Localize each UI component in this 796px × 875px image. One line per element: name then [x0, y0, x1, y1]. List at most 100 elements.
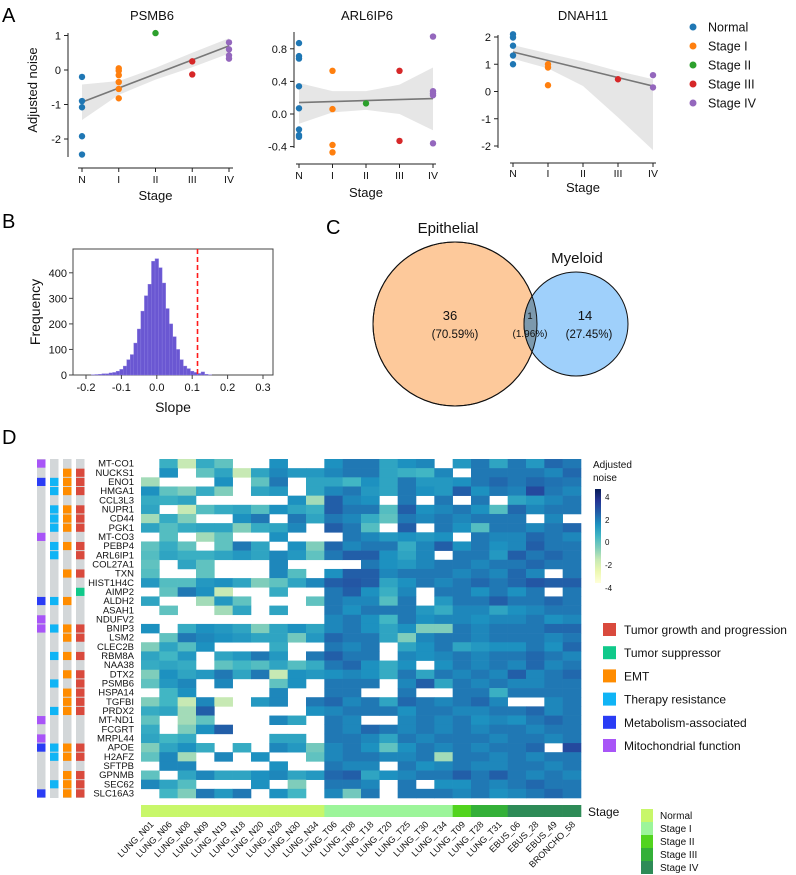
gene-label: PSMB6 [102, 679, 134, 690]
data-point-stage-I [544, 64, 552, 71]
annotation-mito [37, 532, 46, 541]
heatmap-cell [361, 733, 380, 744]
heatmap-cell [214, 523, 233, 533]
heatmap-cell [232, 633, 252, 643]
heatmap-cell [562, 715, 582, 726]
heatmap-cell [196, 788, 215, 799]
heatmap-cell [342, 568, 362, 579]
y-tick-label: -2 [51, 134, 61, 146]
heatmap-cell [526, 523, 545, 533]
heatmap-cell [159, 761, 178, 771]
heatmap-cell [324, 724, 343, 735]
annotation-emt [63, 514, 72, 523]
stage-legend-swatch [641, 848, 653, 861]
gene-label: PRDX2 [102, 706, 134, 717]
annotation-metab [37, 743, 46, 752]
annotation-emt [63, 789, 72, 798]
heatmap-cell [159, 587, 178, 597]
data-point-stage-N [509, 52, 517, 59]
heatmap-cell [416, 697, 435, 707]
heatmap-cell [214, 486, 233, 496]
heatmap-cell [397, 550, 417, 561]
heatmap-cell [471, 633, 490, 643]
heatmap-cell [251, 660, 270, 671]
heatmap-cell [452, 752, 472, 762]
heatmap-cell [507, 743, 527, 753]
heatmap-cell [342, 779, 362, 790]
heatmap-cell [159, 459, 178, 469]
heatmap-cell [507, 477, 527, 487]
heatmap-cell [232, 669, 252, 680]
heatmap-cell [196, 642, 215, 652]
data-point-stage-N [295, 39, 303, 47]
histogram-bar [158, 267, 163, 376]
heatmap-cell [159, 550, 178, 561]
heatmap-cell [287, 660, 307, 671]
panel-c-venn: Epithelial Myeloid 36 (70.59%) 1 (1.96%) 14 (27… [372, 220, 629, 407]
heatmap-cell [324, 568, 343, 579]
heatmap-cell [471, 468, 490, 478]
heatmap-cell [526, 633, 545, 643]
heatmap-cell [287, 669, 307, 680]
heatmap-cell [196, 724, 215, 735]
heatmap-cell [434, 678, 453, 689]
heatmap-cell [141, 706, 160, 716]
heatmap-cell [397, 651, 417, 661]
heatmap-cell [526, 779, 545, 790]
histogram-bar [115, 370, 120, 376]
heatmap-cell [489, 523, 508, 533]
heatmap-cell [324, 743, 343, 753]
heatmap-cell [269, 688, 288, 698]
heatmap-cell [177, 550, 197, 561]
heatmap-cell [544, 651, 563, 661]
data-point-stage-I [329, 67, 336, 75]
heatmap-cell [544, 697, 563, 707]
heatmap-cell [251, 477, 270, 487]
heatmap-cell [544, 605, 563, 616]
heatmap-cell [562, 495, 582, 506]
heatmap-cell [471, 733, 490, 744]
heatmap-cell [269, 568, 288, 579]
gene-label: MT-CO1 [98, 459, 134, 470]
annotation-emt [63, 706, 72, 716]
heatmap-cell [214, 532, 233, 542]
heatmap-cell [434, 541, 453, 551]
data-point-stage-III [396, 137, 403, 145]
heatmap-cell [452, 623, 472, 634]
heatmap-cell [177, 669, 197, 680]
heatmap-cell [526, 596, 545, 606]
heatmap-cell [361, 779, 380, 790]
annotation-metab [37, 477, 46, 486]
legend-label: Normal [708, 21, 748, 35]
heatmap-cell [324, 623, 343, 634]
heatmap-cell [452, 678, 472, 689]
heatmap-cell [471, 715, 490, 726]
histogram-bar [161, 282, 166, 376]
heatmap-cell [361, 614, 380, 625]
heatmap-cell [159, 513, 178, 524]
heatmap-cell [471, 459, 490, 469]
heatmap-cell [379, 770, 398, 780]
y-tick-label: -1 [481, 114, 491, 126]
heatmap-cell [159, 706, 178, 716]
heatmap-cell [452, 550, 472, 561]
heatmap-cell [562, 651, 582, 661]
heatmap-cell [324, 788, 343, 799]
heatmap-cell [287, 743, 307, 753]
x-tick-label: N [295, 170, 303, 182]
annotation-emt [63, 688, 72, 697]
heatmap-cell [397, 513, 417, 524]
legend-swatch-therapy [603, 692, 616, 706]
gene-label: TXN [115, 569, 134, 580]
histogram-bar [172, 336, 177, 376]
heatmap-cell [342, 623, 362, 634]
heatmap-cell [159, 697, 178, 707]
heatmap-cell [342, 651, 362, 661]
heatmap-cell [251, 633, 270, 643]
heatmap-cell [379, 486, 398, 496]
heatmap-cell [489, 633, 508, 643]
heatmap-cell [342, 706, 362, 716]
heatmap-cell [306, 495, 325, 506]
heatmap-cell [471, 743, 490, 753]
legend-label: Tumor suppressor [624, 646, 721, 660]
